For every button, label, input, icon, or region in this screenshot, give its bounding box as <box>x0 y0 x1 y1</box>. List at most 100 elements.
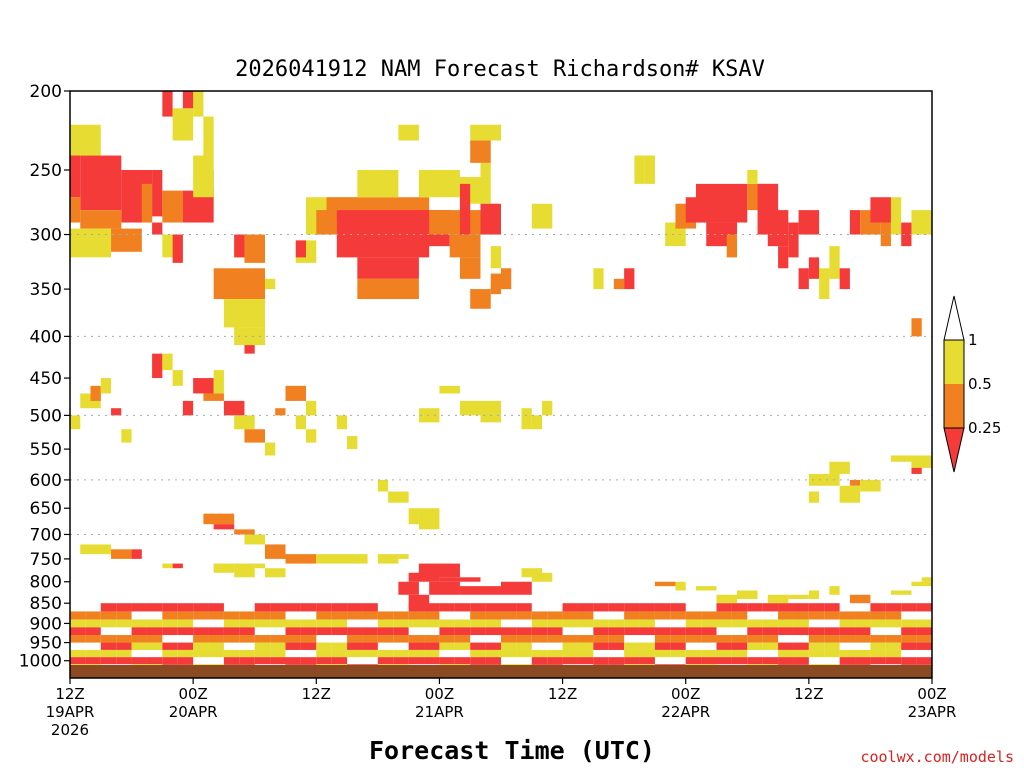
data-cell <box>439 385 460 394</box>
boundary-layer-cell <box>162 657 178 665</box>
boundary-layer-cell <box>793 649 809 658</box>
boundary-layer-cell <box>608 627 625 636</box>
boundary-layer-cell <box>146 619 163 628</box>
data-cell <box>634 155 645 184</box>
y-tick-label: 950 <box>30 634 62 654</box>
boundary-layer-cell <box>808 611 825 620</box>
data-cell <box>162 353 173 371</box>
boundary-layer-cell <box>885 649 902 658</box>
boundary-layer-cell <box>654 649 671 658</box>
boundary-layer-cell <box>562 635 578 643</box>
boundary-layer-cell <box>624 603 640 612</box>
boundary-layer-cell <box>577 642 594 650</box>
boundary-layer-cell <box>701 635 717 643</box>
y-tick-label: 550 <box>30 440 62 460</box>
boundary-layer-cell <box>177 642 194 650</box>
boundary-layer-cell <box>654 627 671 636</box>
data-cell <box>70 415 81 430</box>
boundary-layer-cell <box>839 635 856 643</box>
boundary-layer-cell <box>839 611 856 620</box>
boundary-layer-cell <box>778 611 794 620</box>
boundary-layer-cell <box>316 642 332 650</box>
boundary-layer-cell <box>501 635 517 643</box>
data-cell <box>531 572 553 582</box>
boundary-layer-cell <box>701 627 717 636</box>
boundary-layer-cell <box>747 603 763 612</box>
boundary-layer-cell <box>424 611 440 620</box>
boundary-layer-cell <box>916 635 932 643</box>
boundary-layer-cell <box>85 657 101 665</box>
boundary-layer-cell <box>624 627 640 636</box>
data-cell <box>223 400 245 416</box>
boundary-layer-cell <box>901 635 917 643</box>
boundary-layer-cell <box>316 619 332 628</box>
boundary-layer-cell <box>608 642 625 650</box>
boundary-layer-cell <box>439 619 455 628</box>
boundary-layer-cell <box>285 627 301 636</box>
y-tick-label: 350 <box>30 280 62 300</box>
boundary-layer-cell <box>624 657 640 665</box>
boundary-layer-cell <box>362 649 378 658</box>
boundary-layer-cell <box>331 649 348 658</box>
boundary-layer-cell <box>624 649 640 658</box>
legend-swatch-orange <box>944 384 964 428</box>
boundary-layer-cell <box>362 627 378 636</box>
boundary-layer-cell <box>439 627 455 636</box>
boundary-layer-cell <box>901 627 917 636</box>
boundary-layer-cell <box>70 635 86 643</box>
x-tick-label: 12Z <box>55 685 84 703</box>
boundary-layer-cell <box>193 642 209 650</box>
boundary-layer-cell <box>393 635 409 643</box>
boundary-layer-cell <box>501 603 517 612</box>
data-cell <box>152 222 163 235</box>
boundary-layer-cell <box>116 649 132 658</box>
data-cell <box>624 268 635 290</box>
boundary-layer-cell <box>762 603 779 612</box>
boundary-layer-cell <box>716 603 732 612</box>
boundary-layer-cell <box>639 657 655 665</box>
data-cell <box>100 378 112 394</box>
boundary-layer-cell <box>424 642 440 650</box>
boundary-layer-cell <box>85 649 101 658</box>
boundary-layer-cell <box>731 603 748 612</box>
boundary-layer-cell <box>347 649 363 658</box>
boundary-layer-cell <box>516 611 532 620</box>
data-cell <box>418 408 440 423</box>
boundary-layer-cell <box>916 603 932 612</box>
data-cell <box>121 429 132 443</box>
boundary-layer-cell <box>839 627 856 636</box>
boundary-layer-cell <box>685 611 702 620</box>
data-cell <box>347 435 358 450</box>
y-tick-label: 500 <box>30 406 62 426</box>
boundary-layer-cell <box>362 611 378 620</box>
boundary-layer-cell <box>716 642 732 650</box>
boundary-layer-cell <box>408 619 425 628</box>
data-cell <box>726 234 738 258</box>
boundary-layer-cell <box>347 603 363 612</box>
boundary-layer-cell <box>670 635 686 643</box>
y-tick-label: 400 <box>30 327 62 347</box>
boundary-layer-cell <box>901 619 917 628</box>
boundary-layer-cell <box>439 657 455 665</box>
data-cell <box>911 318 922 337</box>
boundary-layer-cell <box>454 619 471 628</box>
data-cell <box>439 577 481 582</box>
boundary-layer-cell <box>223 657 240 665</box>
data-cell <box>80 544 112 555</box>
boundary-layer-cell <box>454 635 471 643</box>
data-cell <box>470 124 501 141</box>
data-cell <box>193 91 204 117</box>
data-cell <box>357 278 419 300</box>
boundary-layer-cell <box>685 619 702 628</box>
y-tick-label: 850 <box>30 594 62 614</box>
data-cell <box>213 563 235 573</box>
data-cell <box>244 234 265 263</box>
boundary-layer-cell <box>193 649 209 658</box>
boundary-layer-cell <box>316 657 332 665</box>
data-cell <box>264 568 286 578</box>
boundary-layer-cell <box>593 635 609 643</box>
data-cell <box>357 169 399 198</box>
boundary-layer-cell <box>223 635 240 643</box>
data-cell <box>213 524 235 530</box>
boundary-layer-cell <box>208 611 224 620</box>
